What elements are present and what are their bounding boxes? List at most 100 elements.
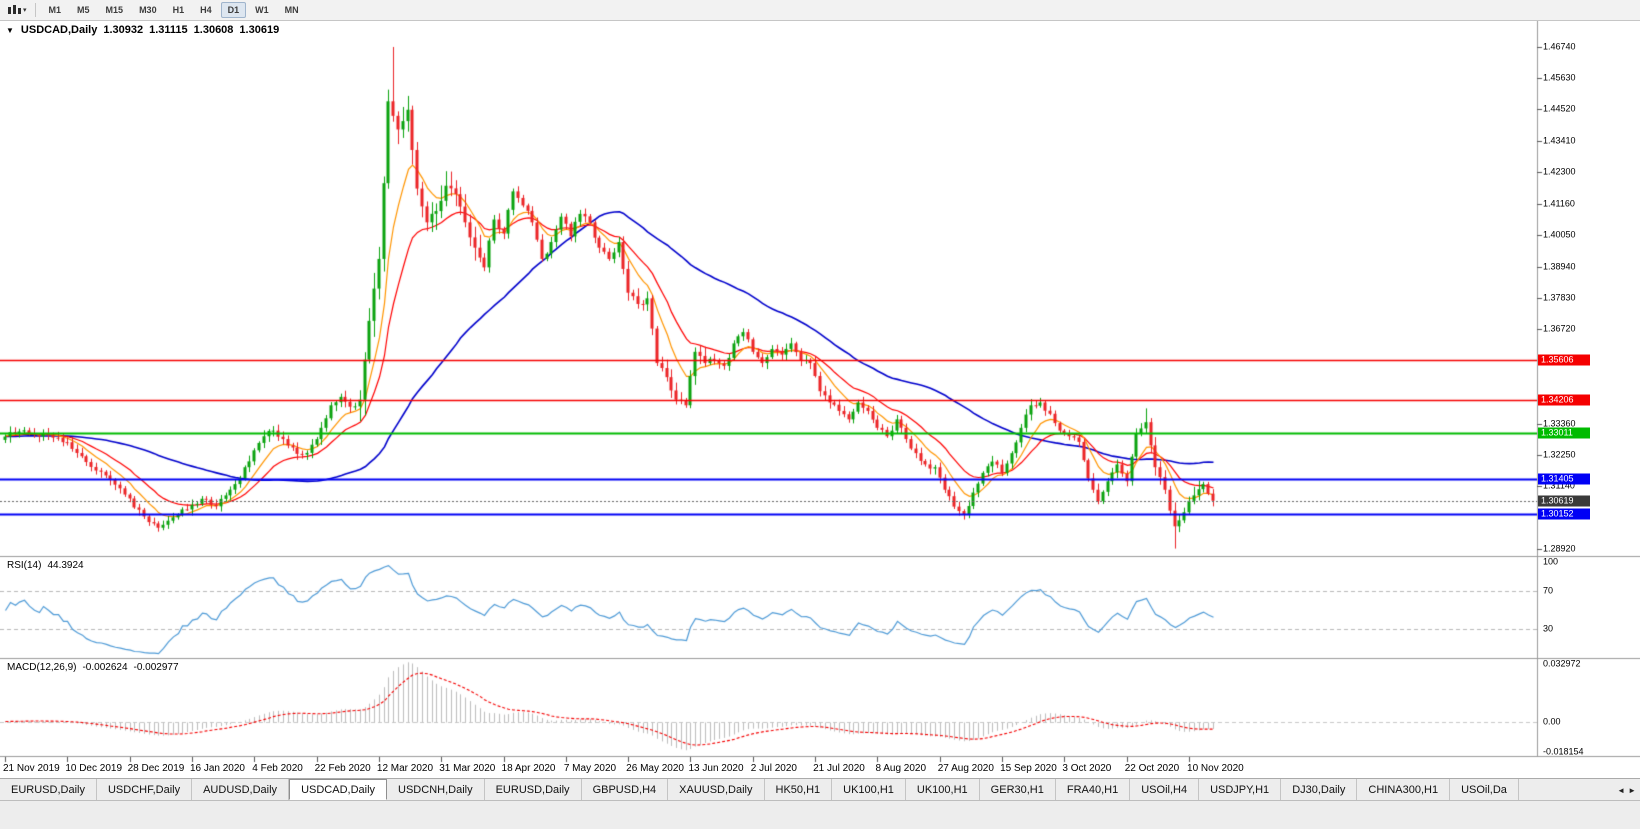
macd-scale-label: 0.00 <box>1543 716 1561 727</box>
price-scale-label: 1.45630 <box>1543 72 1576 83</box>
chart-menu-icon[interactable]: ▼ <box>6 25 14 35</box>
chart-tab-hk50-h1[interactable]: HK50,H1 <box>764 779 833 800</box>
date-axis-label: 26 May 2020 <box>626 763 684 774</box>
timeframe-button-m15[interactable]: M15 <box>105 5 124 15</box>
price-scale-label: 1.38940 <box>1543 261 1576 272</box>
timeframe-button-m1[interactable]: M1 <box>48 5 62 15</box>
date-axis-label: 13 Jun 2020 <box>688 763 744 774</box>
date-axis-label: 22 Oct 2020 <box>1124 763 1180 774</box>
chevron-down-icon: ▾ <box>23 7 27 14</box>
timeframe-button-w1[interactable]: W1 <box>255 5 269 15</box>
rsi-scale-label: 70 <box>1543 585 1554 596</box>
timeframe-toolbar: ▾ M1 M5 M15 M30 H1 H4 D1 W1 MN <box>0 0 1640 21</box>
candlestick-chart-canvas[interactable] <box>0 21 1640 778</box>
chart-tab-usdcad-daily[interactable]: USDCAD,Daily <box>289 779 388 800</box>
price-scale-label: 1.31140 <box>1543 480 1575 491</box>
date-axis-label: 22 Feb 2020 <box>314 763 371 774</box>
date-axis-label: 2 Jul 2020 <box>750 763 797 774</box>
tab-scroll-left-icon[interactable]: ◄ <box>1617 785 1626 795</box>
date-axis-label: 21 Nov 2019 <box>3 763 60 774</box>
chart-symbol-label: USDCAD,Daily <box>20 24 98 36</box>
date-axis-label: 16 Jan 2020 <box>189 763 245 774</box>
date-axis-label: 15 Sep 2020 <box>1000 763 1057 774</box>
date-axis-label: 31 Mar 2020 <box>439 763 496 774</box>
chart-tab-fra40-h1[interactable]: FRA40,H1 <box>1055 779 1131 800</box>
chart-tab-gbpusd-h4[interactable]: GBPUSD,H4 <box>581 779 669 800</box>
timeframe-button-mn[interactable]: MN <box>284 5 299 15</box>
hline-badge-pivot: 1.33011 <box>1538 427 1590 439</box>
ohlc-high: 1.31115 <box>149 24 188 36</box>
chart-tab-usoil-da[interactable]: USOil,Da <box>1450 779 1519 800</box>
rsi-name: RSI(14) <box>7 560 42 571</box>
timeframe-button-m5[interactable]: M5 <box>77 5 90 15</box>
ohlc-open: 1.30932 <box>103 24 144 36</box>
timeframe-button-h4[interactable]: H4 <box>200 5 212 15</box>
chart-tab-uk100-h1[interactable]: UK100,H1 <box>905 779 980 800</box>
hline-badge-resistance-lower: 1.34206 <box>1538 394 1590 406</box>
tab-scroll-controls: ◄ ► <box>1614 779 1639 800</box>
chart-tab-audusd-daily[interactable]: AUDUSD,Daily <box>192 779 290 800</box>
price-scale-label: 1.32250 <box>1543 449 1576 460</box>
hline-badge-resistance-upper: 1.35606 <box>1538 354 1590 366</box>
price-scale-label: 1.36720 <box>1543 323 1576 334</box>
chart-area: ▼ USDCAD,Daily 1.30932 1.31115 1.30608 1… <box>0 21 1640 778</box>
chart-type-button[interactable]: ▾ <box>4 3 30 18</box>
date-axis-label: 3 Oct 2020 <box>1062 763 1112 774</box>
chart-tab-eurusd-daily[interactable]: EURUSD,Daily <box>0 779 97 800</box>
date-axis-label: 10 Nov 2020 <box>1187 763 1244 774</box>
status-bar <box>0 800 1640 829</box>
date-axis-label: 7 May 2020 <box>563 763 617 774</box>
price-scale-label: 1.44520 <box>1543 103 1576 114</box>
macd-scale-label: -0.018154 <box>1543 746 1584 757</box>
date-axis-label: 21 Jul 2020 <box>813 763 865 774</box>
timeframe-button-m30[interactable]: M30 <box>139 5 157 15</box>
hline-badge-support-lower: 1.30152 <box>1538 508 1590 520</box>
chart-tab-uk100-h1[interactable]: UK100,H1 <box>832 779 906 800</box>
macd-signal-value: -0.002977 <box>133 662 179 673</box>
chart-tab-usdcnh-daily[interactable]: USDCNH,Daily <box>387 779 485 800</box>
chart-tab-dj30-daily[interactable]: DJ30,Daily <box>1281 779 1358 800</box>
chart-tab-ger30-h1[interactable]: GER30,H1 <box>979 779 1056 800</box>
timeframe-button-d1[interactable]: D1 <box>220 2 247 18</box>
hline-badge-support-upper: 1.31405 <box>1538 473 1590 485</box>
date-axis-label: 4 Feb 2020 <box>252 763 303 774</box>
rsi-label: RSI(14) 44.3924 <box>7 560 84 571</box>
chart-tab-xauusd-daily[interactable]: XAUUSD,Daily <box>668 779 765 800</box>
date-axis-label: 28 Dec 2019 <box>127 763 185 774</box>
tab-scroll-right-icon[interactable]: ► <box>1628 785 1636 795</box>
date-axis-label: 18 Apr 2020 <box>501 763 556 774</box>
price-scale-label: 1.43410 <box>1543 135 1576 146</box>
price-scale-label: 1.37830 <box>1543 292 1576 303</box>
price-scale-label: 1.41160 <box>1543 198 1575 209</box>
macd-main-value: -0.002624 <box>82 662 128 673</box>
rsi-scale-label: 30 <box>1543 623 1554 634</box>
macd-name: MACD(12,26,9) <box>7 662 77 673</box>
date-axis-label: 8 Aug 2020 <box>875 763 927 774</box>
bar-chart-icon <box>8 4 21 14</box>
chart-tab-bar: EURUSD,Daily USDCHF,Daily AUDUSD,Daily USDC… <box>0 778 1640 800</box>
toolbar-separator <box>34 3 36 17</box>
chart-tab-usdchf-daily[interactable]: USDCHF,Daily <box>96 779 193 800</box>
macd-label: MACD(12,26,9) -0.002624 -0.002977 <box>7 662 179 673</box>
price-scale-label: 1.46740 <box>1543 41 1576 52</box>
chart-tabs: EURUSD,Daily USDCHF,Daily AUDUSD,Daily USDC… <box>0 779 1519 800</box>
chart-tab-usoil-h4[interactable]: USOil,H4 <box>1130 779 1200 800</box>
price-scale-label: 1.40050 <box>1543 229 1576 240</box>
timeframe-button-h1[interactable]: H1 <box>172 5 185 15</box>
date-axis-label: 10 Dec 2019 <box>65 763 123 774</box>
rsi-value: 44.3924 <box>47 560 84 571</box>
current-price-badge: 1.30619 <box>1538 495 1590 507</box>
date-axis-label: 12 Mar 2020 <box>376 763 434 774</box>
chart-tab-usdjpy-h1[interactable]: USDJPY,H1 <box>1199 779 1282 800</box>
price-scale-label: 1.33360 <box>1543 418 1576 429</box>
rsi-scale-label: 100 <box>1543 556 1559 567</box>
chart-tab-china300-h1[interactable]: CHINA300,H1 <box>1357 779 1451 800</box>
timeframe-buttons-group: M1 M5 M15 M30 H1 H4 D1 W1 MN <box>41 2 307 18</box>
ohlc-low: 1.30608 <box>193 24 234 36</box>
macd-scale-label: 0.032972 <box>1543 658 1581 669</box>
ohlc-close: 1.30619 <box>239 24 280 36</box>
price-scale-label: 1.28920 <box>1543 543 1576 554</box>
price-scale-label: 1.42300 <box>1543 166 1576 177</box>
chart-tab-eurusd-daily[interactable]: EURUSD,Daily <box>484 779 582 800</box>
